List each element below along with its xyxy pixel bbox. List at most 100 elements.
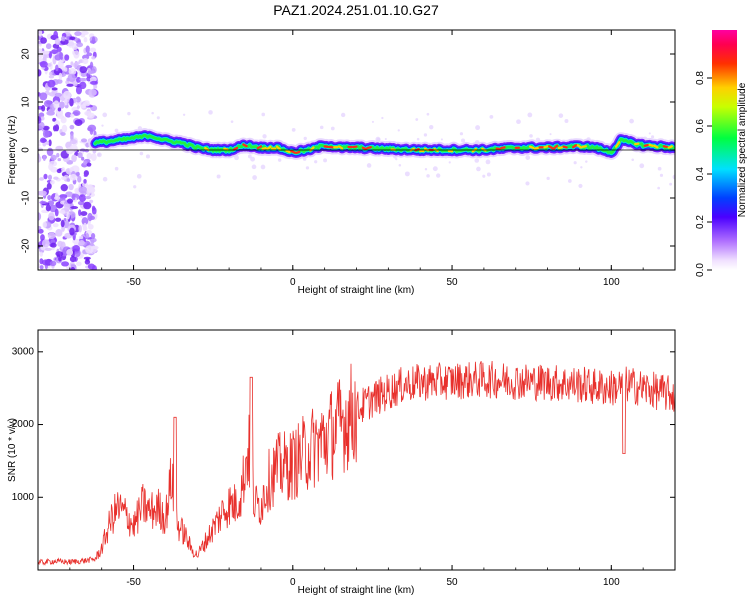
- noise-speckle: [38, 226, 42, 230]
- ridge-core-segment: [275, 145, 282, 151]
- noise-speckle: [77, 201, 85, 206]
- faint-speckle: [558, 113, 564, 118]
- x-tick-label: 100: [603, 277, 620, 288]
- noise-speckle: [49, 71, 53, 76]
- noise-speckle: [80, 33, 86, 38]
- noise-speckle: [63, 67, 68, 72]
- faint-speckle: [366, 163, 372, 168]
- ridge-core-segment: [648, 143, 654, 147]
- x-tick-label: -50: [126, 277, 141, 288]
- noise-speckle: [89, 47, 97, 53]
- noise-speckle: [41, 50, 50, 55]
- colorbar-tick-label: 0.4: [695, 167, 706, 181]
- faint-speckle: [525, 181, 530, 186]
- noise-speckle: [47, 174, 53, 181]
- noise-speckle: [80, 138, 88, 143]
- colorbar-tick-label: 0.2: [695, 215, 706, 229]
- ridge-core-segment: [528, 145, 535, 150]
- faint-speckle: [384, 137, 387, 141]
- noise-speckle: [52, 222, 59, 228]
- faint-speckle: [182, 113, 186, 116]
- faint-speckle: [424, 168, 428, 171]
- faint-speckle: [459, 132, 464, 136]
- noise-speckle: [39, 200, 47, 205]
- noise-speckle: [87, 186, 94, 193]
- faint-speckle: [136, 174, 142, 179]
- noise-speckle: [61, 124, 68, 133]
- noise-speckle: [38, 30, 43, 37]
- noise-speckle: [47, 195, 52, 201]
- noise-speckle: [91, 205, 96, 211]
- noise-speckle: [74, 31, 82, 37]
- faint-speckle: [476, 166, 481, 172]
- y-tick-label: 0: [21, 147, 32, 153]
- faint-speckle: [527, 112, 533, 118]
- x-tick-label: 100: [603, 577, 620, 588]
- noise-speckle: [38, 228, 44, 234]
- faint-speckle: [291, 127, 296, 132]
- noise-speckle: [70, 113, 75, 118]
- faint-speckle: [436, 173, 441, 178]
- x-tick-label: 0: [290, 277, 296, 288]
- noise-speckle: [66, 83, 74, 87]
- faint-speckle: [546, 176, 550, 181]
- noise-speckle: [76, 105, 80, 109]
- noise-speckle: [93, 84, 98, 89]
- noise-speckle: [67, 39, 75, 48]
- colorbar-tick-label: 0.8: [695, 71, 706, 85]
- noise-speckle: [51, 49, 58, 55]
- y-tick-label: -10: [21, 190, 32, 205]
- noise-speckle: [54, 38, 61, 45]
- faint-speckle: [631, 158, 635, 162]
- ridge-core-segment: [361, 146, 368, 151]
- noise-speckle: [79, 81, 87, 90]
- faint-speckle: [580, 166, 583, 169]
- noise-speckle: [47, 232, 56, 240]
- noise-speckle: [53, 176, 59, 180]
- noise-speckle: [85, 45, 90, 54]
- noise-speckle: [42, 221, 47, 228]
- noise-speckle: [45, 141, 50, 145]
- noise-speckle: [38, 116, 42, 124]
- ridge-core-segment: [366, 146, 372, 150]
- noise-speckle: [66, 198, 74, 204]
- ridge-core-segment: [614, 141, 621, 148]
- ridge-core-segment: [562, 145, 568, 149]
- noise-speckle: [60, 219, 65, 228]
- x-tick-label: 0: [290, 577, 296, 588]
- noise-speckle: [79, 77, 87, 82]
- noise-speckle: [41, 138, 48, 143]
- noise-speckle: [80, 211, 88, 216]
- faint-speckle: [381, 116, 384, 120]
- noise-speckle: [47, 63, 52, 67]
- faint-speckle: [250, 156, 256, 162]
- noise-speckle: [89, 199, 94, 203]
- noise-speckle: [72, 245, 81, 252]
- faint-speckle: [423, 133, 428, 137]
- spectrogram-xlabel: Height of straight line (km): [298, 285, 415, 296]
- noise-speckle: [46, 147, 54, 157]
- noise-speckle: [68, 183, 74, 191]
- noise-speckle: [87, 70, 93, 75]
- faint-speckle: [114, 128, 119, 133]
- colorbar-gradient: [712, 30, 737, 270]
- noise-speckle: [61, 261, 70, 267]
- noise-speckle: [71, 193, 76, 201]
- noise-speckle: [88, 89, 97, 97]
- faint-speckle: [97, 153, 101, 156]
- faint-speckle: [208, 110, 213, 115]
- faint-speckle: [657, 186, 661, 190]
- noise-speckle: [69, 144, 78, 153]
- noise-speckle: [55, 64, 59, 72]
- faint-speckle: [230, 120, 234, 123]
- x-tick-label: 50: [446, 277, 458, 288]
- noise-speckle: [40, 37, 47, 44]
- ridge-core-segment: [643, 143, 650, 147]
- noise-speckle: [76, 261, 82, 266]
- faint-speckle: [102, 112, 108, 118]
- faint-speckle: [319, 125, 324, 130]
- faint-speckle: [395, 158, 398, 161]
- faint-speckle: [404, 171, 410, 177]
- faint-speckle: [277, 158, 282, 162]
